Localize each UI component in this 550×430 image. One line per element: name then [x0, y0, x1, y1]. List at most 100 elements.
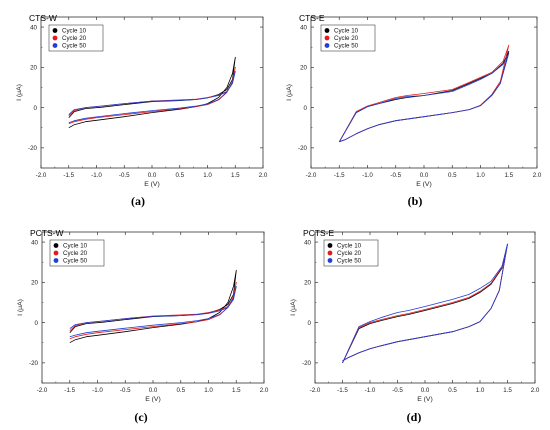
- x-axis-label: E (V): [416, 181, 431, 188]
- series-line-cycle-10: [69, 269, 237, 344]
- legend-box: [320, 24, 376, 52]
- x-tick-label: 1.0: [476, 387, 485, 394]
- x-axis-label: E (V): [144, 181, 159, 188]
- y-tick-label: 20: [304, 280, 311, 287]
- panel-title: CTS-W: [29, 13, 57, 23]
- x-tick-label: -0.5: [390, 172, 401, 179]
- legend-label: Cycle 10: [334, 28, 359, 35]
- legend-label: Cycle 50: [62, 43, 87, 50]
- legend-label: Cycle 20: [337, 250, 362, 257]
- x-tick-label: 1.5: [504, 172, 513, 179]
- x-tick-label: 0.5: [176, 387, 185, 394]
- y-tick-label: 40: [31, 239, 38, 246]
- caption-d: (d): [406, 410, 422, 424]
- x-tick-label: 1.5: [503, 387, 512, 394]
- legend-label: Cycle 20: [334, 35, 359, 42]
- legend-marker: [53, 258, 59, 263]
- series-line-cycle-20: [68, 66, 236, 125]
- x-tick-label: -2.0: [306, 172, 317, 179]
- series-line-cycle-50: [69, 286, 237, 338]
- y-tick-label: -20: [298, 145, 308, 152]
- x-tick-label: 1.0: [476, 172, 485, 179]
- x-tick-label: -1.0: [92, 387, 103, 394]
- x-tick-label: 1.5: [232, 387, 241, 394]
- y-axis-label: I (μA): [16, 84, 23, 101]
- x-tick-label: 1.0: [203, 172, 212, 179]
- caption-c: (c): [134, 410, 148, 424]
- x-tick-label: 2.0: [259, 172, 268, 179]
- x-tick-label: 2.0: [531, 387, 540, 394]
- y-tick-label: 0: [35, 320, 39, 327]
- y-tick-label: 20: [30, 65, 37, 72]
- legend-label: Cycle 50: [337, 258, 362, 265]
- x-tick-label: 0.5: [175, 172, 184, 179]
- x-tick-label: -1.5: [337, 387, 348, 394]
- x-tick-label: 0.0: [421, 387, 430, 394]
- legend-label: Cycle 10: [63, 243, 88, 250]
- legend-marker: [53, 243, 59, 248]
- series-line-cycle-50: [68, 71, 236, 124]
- legend-label: Cycle 10: [62, 28, 87, 35]
- legend-box: [323, 239, 379, 267]
- x-tick-label: 2.0: [533, 172, 542, 179]
- x-tick-label: -1.0: [91, 172, 102, 179]
- series-line-cycle-20: [338, 44, 510, 143]
- x-axis-label: E (V): [417, 396, 432, 403]
- x-tick-label: -2.0: [37, 387, 48, 394]
- legend-label: Cycle 20: [62, 35, 87, 42]
- y-tick-label: 0: [304, 105, 308, 112]
- legend-marker: [52, 35, 58, 41]
- x-tick-label: 1.0: [204, 387, 213, 394]
- legend-marker: [327, 250, 333, 256]
- chart-panel-b: -2.0 -1.5 -1.0 -0.5 0.0 0.5 1.0 1.5 2.0 -20 0 20 40 E…: [286, 13, 542, 188]
- legend-marker: [52, 43, 58, 48]
- x-tick-label: -0.5: [392, 387, 403, 394]
- x-tick-label: 0.0: [149, 387, 158, 394]
- caption-b: (b): [407, 194, 423, 208]
- y-tick-label: 40: [304, 239, 311, 246]
- x-axis-label: E (V): [145, 396, 160, 403]
- y-tick-label: 40: [30, 24, 37, 31]
- x-tick-label: 0.5: [448, 387, 457, 394]
- y-axis-label: I (μA): [290, 299, 297, 316]
- y-tick-label: 20: [300, 65, 307, 72]
- y-axis-label: I (μA): [286, 84, 293, 101]
- series-line-cycle-10: [338, 50, 510, 143]
- x-tick-label: -1.0: [365, 387, 376, 394]
- legend-label: Cycle 20: [63, 250, 88, 257]
- y-tick-label: 0: [308, 320, 312, 327]
- y-tick-label: 40: [300, 24, 307, 31]
- panel-title: CTS-E: [299, 13, 325, 23]
- x-tick-label: 0.0: [420, 172, 429, 179]
- legend-box: [48, 24, 104, 52]
- x-tick-label: -1.0: [362, 172, 373, 179]
- series-line-cycle-20: [69, 281, 237, 340]
- y-tick-label: -20: [28, 145, 38, 152]
- x-tick-label: -0.5: [119, 172, 130, 179]
- panel-title: PCTS-E: [303, 228, 335, 238]
- x-tick-label: 0.5: [448, 172, 457, 179]
- chart-panel-c: -2.0 -1.5 -1.0 -0.5 0.0 0.5 1.0 1.5 2.0 -20 0 20 40 E…: [17, 228, 269, 403]
- panel-title: PCTS-W: [30, 228, 64, 238]
- legend-label: Cycle 50: [334, 43, 359, 50]
- legend-label: Cycle 10: [337, 243, 362, 250]
- legend-marker: [324, 28, 330, 33]
- x-tick-label: -1.5: [63, 172, 74, 179]
- legend-marker: [53, 250, 59, 256]
- x-tick-label: -0.5: [120, 387, 131, 394]
- x-tick-label: -2.0: [36, 172, 47, 179]
- legend-marker: [324, 43, 330, 48]
- y-tick-label: 0: [34, 105, 38, 112]
- legend-marker: [52, 28, 58, 33]
- y-axis-label: I (μA): [17, 299, 24, 316]
- legend-marker: [327, 243, 333, 248]
- legend-marker: [327, 258, 333, 263]
- series-line-cycle-50: [342, 243, 508, 364]
- y-tick-label: 20: [31, 280, 38, 287]
- legend-label: Cycle 50: [63, 258, 88, 265]
- legend-marker: [324, 35, 330, 41]
- chart-panel-a: -2.0 -1.5 -1.0 -0.5 0.0 0.5 1.0 1.5 2.0 -20 0 20 40 E…: [16, 13, 268, 188]
- x-tick-label: -2.0: [310, 387, 321, 394]
- x-tick-label: 1.5: [231, 172, 240, 179]
- series-line-cycle-50: [338, 52, 510, 143]
